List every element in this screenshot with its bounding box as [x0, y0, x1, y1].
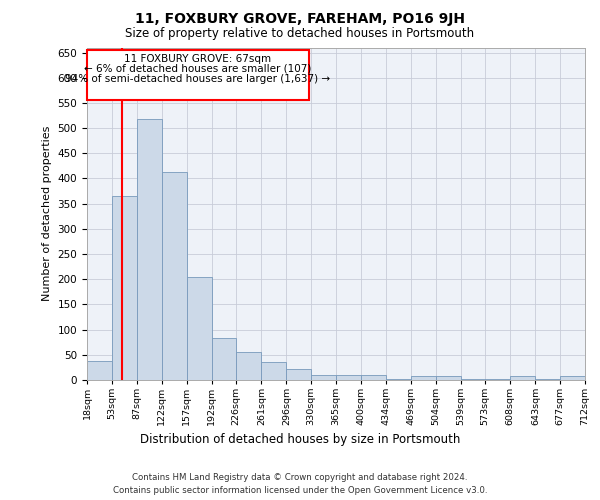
Bar: [236, 352, 262, 380]
Bar: [212, 338, 236, 380]
Bar: [361, 375, 386, 380]
Text: 11 FOXBURY GROVE: 67sqm: 11 FOXBURY GROVE: 67sqm: [124, 54, 271, 64]
Text: 94% of semi-detached houses are larger (1,637) →: 94% of semi-detached houses are larger (…: [65, 74, 331, 84]
Bar: [436, 376, 461, 380]
Bar: [161, 172, 187, 380]
Text: Contains HM Land Registry data © Crown copyright and database right 2024.: Contains HM Land Registry data © Crown c…: [132, 472, 468, 482]
Text: ← 6% of detached houses are smaller (107): ← 6% of detached houses are smaller (107…: [84, 64, 311, 74]
Bar: [535, 379, 560, 380]
Bar: [511, 376, 535, 380]
Text: 11, FOXBURY GROVE, FAREHAM, PO16 9JH: 11, FOXBURY GROVE, FAREHAM, PO16 9JH: [135, 12, 465, 26]
Bar: [410, 376, 436, 380]
Bar: [386, 379, 410, 380]
Bar: [137, 119, 161, 380]
Text: Size of property relative to detached houses in Portsmouth: Size of property relative to detached ho…: [125, 28, 475, 40]
Bar: [87, 361, 112, 380]
Bar: [87, 50, 309, 100]
Text: Distribution of detached houses by size in Portsmouth: Distribution of detached houses by size …: [140, 432, 460, 446]
Bar: [286, 369, 311, 380]
Bar: [336, 375, 361, 380]
Bar: [187, 276, 212, 380]
Text: Contains public sector information licensed under the Open Government Licence v3: Contains public sector information licen…: [113, 486, 487, 495]
Bar: [262, 362, 286, 380]
Bar: [560, 376, 585, 380]
Bar: [461, 379, 485, 380]
Bar: [311, 375, 336, 380]
Y-axis label: Number of detached properties: Number of detached properties: [42, 126, 52, 302]
Bar: [485, 379, 511, 380]
Bar: [112, 196, 137, 380]
